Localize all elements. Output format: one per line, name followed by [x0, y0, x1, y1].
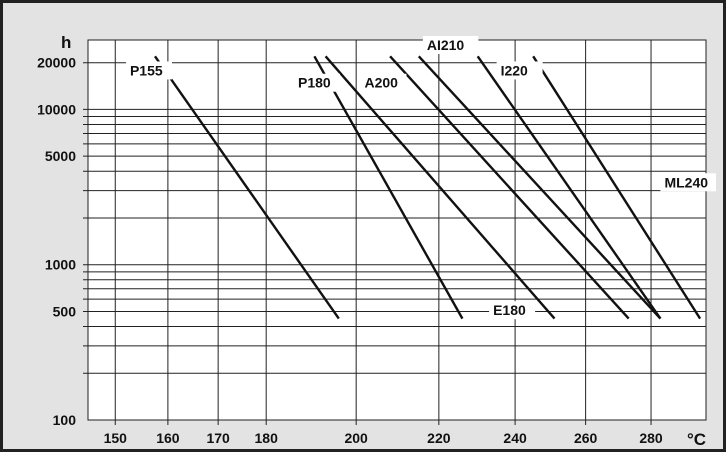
label-text-i220: I220	[501, 62, 528, 78]
x-tick-label-200: 200	[344, 430, 368, 446]
label-ml240: ML240	[660, 173, 716, 192]
y-tick-label-20000: 20000	[37, 55, 76, 71]
x-tick-label-280: 280	[639, 430, 663, 446]
chart-svg: P155 P180 A200 AI210 I220 ML240 E180 150 160 170…	[37, 33, 716, 449]
x-tick-label-160: 160	[156, 430, 180, 446]
label-bg-a200	[360, 73, 407, 92]
label-bg-ai210	[422, 36, 479, 55]
x-tick-label-180: 180	[255, 430, 279, 446]
label-a200: A200	[360, 73, 407, 92]
x-axis-title: °C	[687, 430, 706, 449]
label-bg-ml240	[660, 173, 716, 192]
grid	[83, 40, 706, 425]
y-axis-title: h	[61, 33, 71, 52]
label-bg-i220	[496, 61, 543, 80]
label-ai210: AI210	[422, 36, 479, 55]
y-axis-ticks: 100 500 1000 5000 10000 20000	[37, 55, 76, 428]
label-text-ml240: ML240	[664, 174, 708, 190]
label-bg-e180	[489, 301, 536, 320]
label-text-e180: E180	[493, 302, 526, 318]
x-tick-label-260: 260	[574, 430, 598, 446]
x-tick-label-220: 220	[427, 430, 451, 446]
y-tick-label-100: 100	[53, 412, 77, 428]
series-line-ai210	[417, 55, 662, 320]
x-tick-label-240: 240	[503, 430, 527, 446]
plot-area	[87, 39, 707, 421]
label-bg-p180	[294, 73, 341, 92]
label-text-p155: P155	[130, 62, 163, 78]
y-tick-label-1000: 1000	[45, 257, 76, 273]
series-line-p155	[154, 55, 340, 320]
series-lines	[154, 55, 702, 320]
series-line-p180	[313, 55, 464, 320]
series-labels: P155 P180 A200 AI210 I220 ML240 E180	[125, 36, 716, 320]
label-text-p180: P180	[298, 75, 331, 91]
label-text-a200: A200	[364, 75, 398, 91]
series-line-a200	[389, 55, 630, 320]
series-line-e180	[324, 55, 556, 320]
label-p155: P155	[125, 61, 172, 80]
label-bg-p155	[125, 61, 172, 80]
x-axis-ticks: 150 160 170 180 200 220 240 260 280	[104, 430, 663, 446]
label-i220: I220	[496, 61, 543, 80]
label-p180: P180	[294, 73, 341, 92]
label-text-ai210: AI210	[427, 37, 465, 53]
series-line-ml240	[532, 55, 702, 320]
y-tick-label-10000: 10000	[37, 101, 76, 117]
label-e180: E180	[489, 301, 536, 320]
y-tick-label-5000: 5000	[45, 148, 76, 164]
y-tick-label-500: 500	[53, 303, 77, 319]
x-tick-label-150: 150	[104, 430, 128, 446]
x-tick-label-170: 170	[206, 430, 230, 446]
series-line-i220	[476, 55, 662, 320]
